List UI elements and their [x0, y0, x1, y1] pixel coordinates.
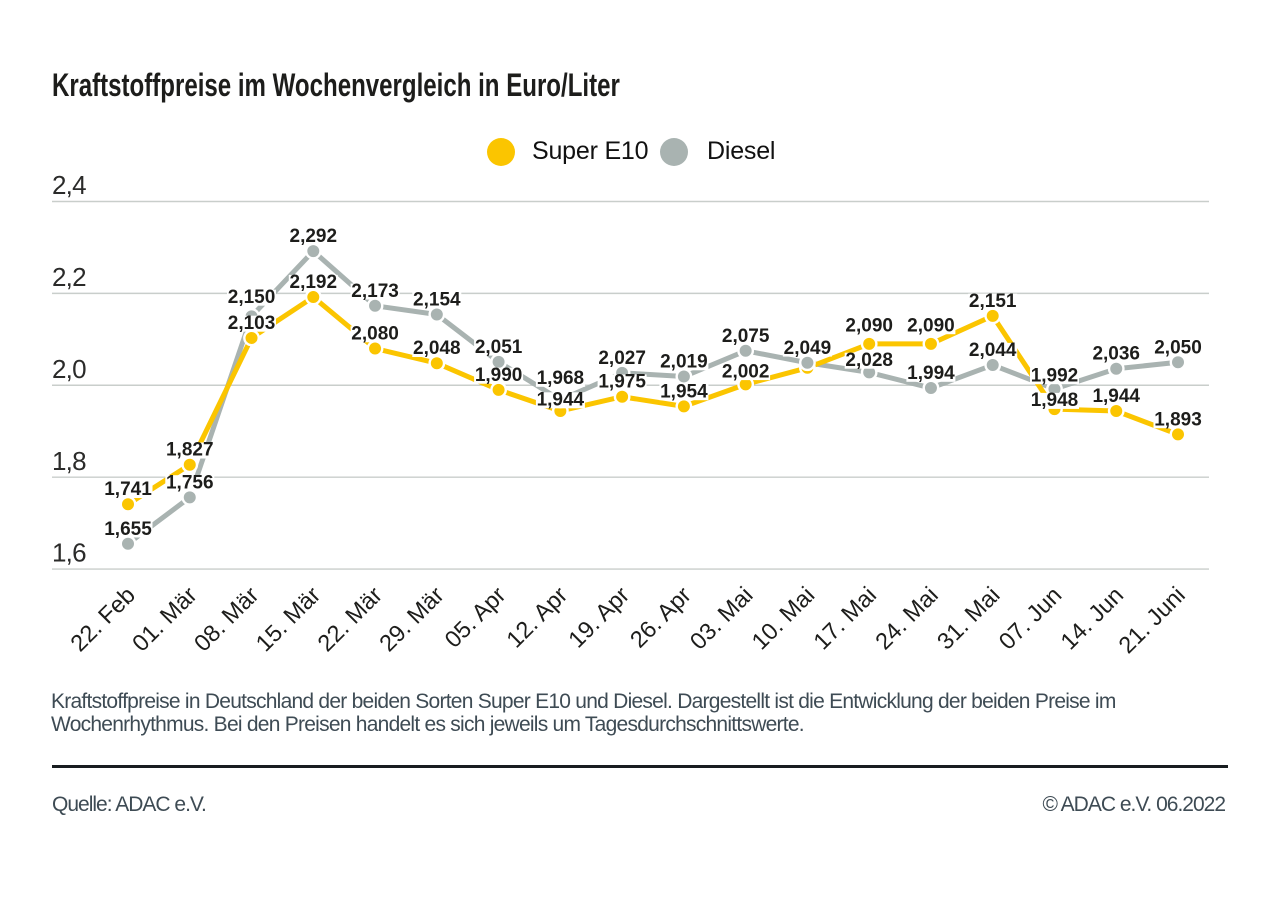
- svg-text:1,944: 1,944: [537, 389, 585, 410]
- svg-text:2,019: 2,019: [660, 352, 708, 373]
- svg-text:1,655: 1,655: [104, 519, 152, 540]
- svg-text:2,2: 2,2: [52, 262, 86, 292]
- svg-text:2,080: 2,080: [351, 324, 399, 345]
- svg-text:2,292: 2,292: [290, 226, 338, 247]
- svg-text:01. Mär: 01. Mär: [127, 582, 202, 657]
- svg-text:22. Feb: 22. Feb: [65, 582, 140, 657]
- svg-text:12. Apr: 12. Apr: [501, 582, 572, 653]
- svg-text:2,044: 2,044: [969, 340, 1017, 361]
- svg-text:2,027: 2,027: [598, 348, 646, 369]
- svg-text:1,8: 1,8: [52, 446, 86, 476]
- svg-text:2,049: 2,049: [784, 338, 832, 359]
- svg-text:1,756: 1,756: [166, 472, 214, 493]
- svg-text:1,954: 1,954: [660, 381, 708, 402]
- svg-text:08. Mär: 08. Mär: [189, 582, 264, 657]
- svg-text:24. Mai: 24. Mai: [870, 582, 943, 655]
- svg-text:2,048: 2,048: [413, 338, 461, 359]
- svg-text:1,994: 1,994: [907, 363, 955, 384]
- svg-text:2,028: 2,028: [845, 350, 893, 371]
- svg-text:19. Apr: 19. Apr: [563, 582, 634, 653]
- svg-text:2,050: 2,050: [1154, 337, 1202, 358]
- svg-text:1,893: 1,893: [1154, 409, 1202, 430]
- svg-text:26. Apr: 26. Apr: [625, 582, 696, 653]
- svg-text:1,741: 1,741: [104, 479, 152, 500]
- svg-text:2,0: 2,0: [52, 354, 86, 384]
- svg-text:05. Apr: 05. Apr: [440, 582, 511, 653]
- svg-text:2,103: 2,103: [228, 313, 276, 334]
- svg-text:2,036: 2,036: [1092, 344, 1140, 365]
- svg-text:29. Mär: 29. Mär: [374, 582, 449, 657]
- svg-text:2,075: 2,075: [722, 326, 770, 347]
- svg-text:17. Mai: 17. Mai: [808, 582, 881, 655]
- svg-text:22. Mär: 22. Mär: [312, 582, 387, 657]
- svg-text:1,968: 1,968: [537, 368, 585, 389]
- svg-text:31. Mai: 31. Mai: [932, 582, 1005, 655]
- svg-text:1,827: 1,827: [166, 440, 214, 461]
- svg-text:1,992: 1,992: [1031, 365, 1079, 386]
- svg-text:2,002: 2,002: [722, 361, 770, 382]
- svg-text:1,944: 1,944: [1092, 386, 1140, 407]
- svg-text:2,154: 2,154: [413, 290, 461, 311]
- svg-text:07. Jun: 07. Jun: [994, 582, 1067, 655]
- svg-text:2,4: 2,4: [52, 170, 86, 200]
- svg-text:1,975: 1,975: [598, 372, 646, 393]
- svg-text:2,090: 2,090: [845, 315, 893, 336]
- svg-text:2,150: 2,150: [228, 287, 276, 308]
- svg-text:1,948: 1,948: [1031, 390, 1079, 411]
- svg-text:2,173: 2,173: [351, 281, 399, 302]
- svg-text:2,051: 2,051: [475, 337, 523, 358]
- svg-text:1,990: 1,990: [475, 365, 523, 386]
- svg-text:2,151: 2,151: [969, 291, 1017, 312]
- svg-text:1,6: 1,6: [52, 538, 86, 568]
- svg-text:10. Mai: 10. Mai: [747, 582, 820, 655]
- svg-text:03. Mai: 03. Mai: [685, 582, 758, 655]
- svg-text:21. Juni: 21. Juni: [1113, 582, 1190, 659]
- svg-text:2,090: 2,090: [907, 315, 955, 336]
- svg-text:15. Mär: 15. Mär: [251, 582, 326, 657]
- svg-text:2,192: 2,192: [290, 272, 338, 293]
